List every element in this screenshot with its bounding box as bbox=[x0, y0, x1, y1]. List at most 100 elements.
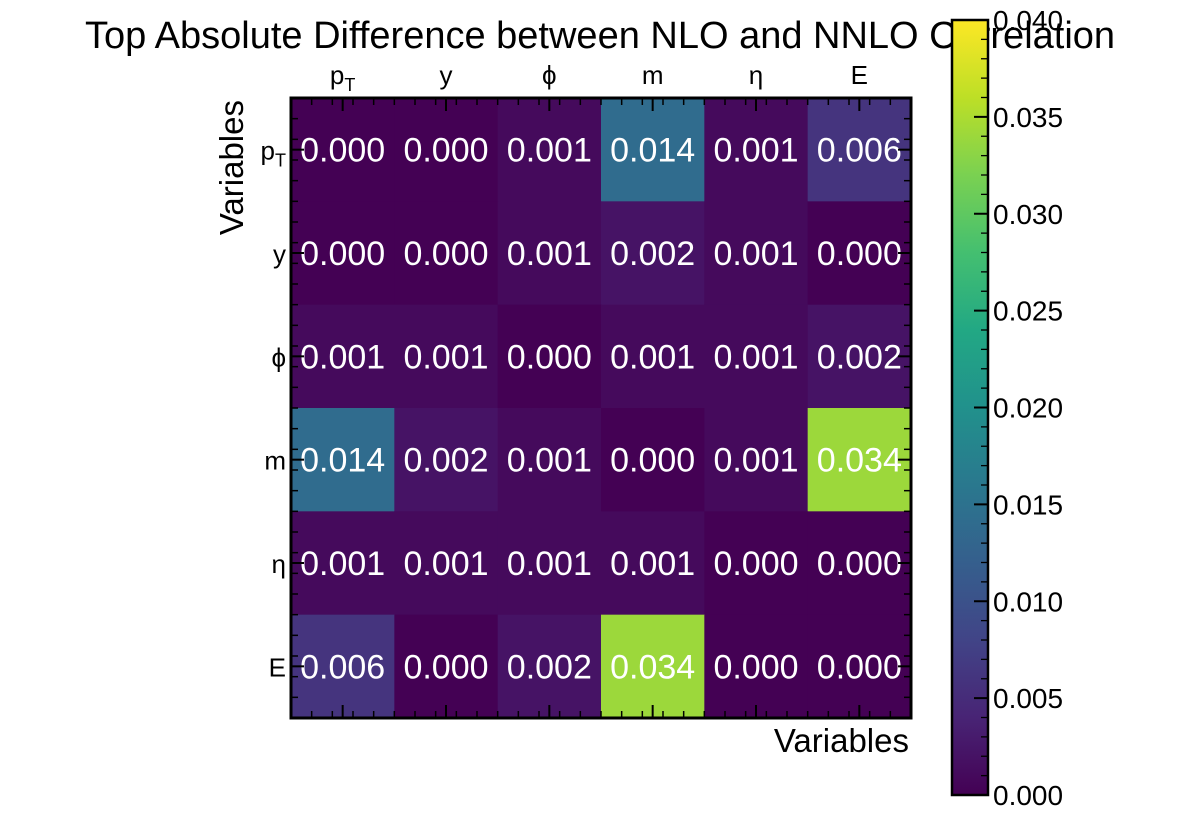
cell-value-label: 0.034 bbox=[817, 442, 902, 480]
cell-value-label: 0.006 bbox=[300, 648, 385, 686]
heatmap-cell bbox=[497, 511, 602, 616]
cell-value-label: 0.034 bbox=[610, 648, 695, 686]
y-tick-label: E bbox=[269, 652, 286, 682]
y-ticks: pT y ϕ m η E bbox=[261, 97, 911, 719]
cell-value-label: 0.002 bbox=[403, 442, 488, 480]
heatmap-cell bbox=[291, 614, 395, 719]
colorbar-tick-label: 0.005 bbox=[993, 683, 1063, 714]
heatmap-cell bbox=[704, 201, 809, 306]
colorbar-tick-label: 0.025 bbox=[993, 296, 1063, 327]
x-tick-label: y bbox=[440, 60, 453, 90]
cell-value-label: 0.001 bbox=[713, 132, 798, 170]
heatmap-cell bbox=[497, 408, 602, 512]
y-tick-label: pT bbox=[261, 136, 286, 171]
heatmap-cell bbox=[291, 304, 395, 409]
heatmap-cell bbox=[807, 201, 912, 306]
cell-value-label: 0.000 bbox=[403, 648, 488, 686]
heatmap-cell bbox=[394, 304, 499, 409]
heatmap-cell bbox=[291, 201, 395, 306]
cell-value-label: 0.000 bbox=[713, 648, 798, 686]
cell-value-label: 0.001 bbox=[507, 545, 592, 583]
colorbar-ticks: 0.000 0.005 0.010 0.015 0.020 0.025 0.030 0.035… bbox=[974, 5, 1063, 811]
colorbar-tick-label: 0.010 bbox=[993, 586, 1063, 617]
cell-value-label: 0.000 bbox=[300, 132, 385, 170]
heatmap-cell bbox=[807, 408, 912, 512]
heatmap-cell bbox=[291, 98, 395, 202]
x-tick-label: η bbox=[749, 60, 763, 90]
cell-value-label: 0.000 bbox=[403, 132, 488, 170]
heatmap-cell bbox=[291, 408, 395, 512]
cell-value-label: 0.000 bbox=[713, 545, 798, 583]
colorbar-tick-label: 0.035 bbox=[993, 102, 1063, 133]
heatmap-cell bbox=[497, 201, 602, 306]
cell-value-label: 0.002 bbox=[610, 235, 695, 273]
heatmap-cell bbox=[807, 304, 912, 409]
x-tick-label: ϕ bbox=[542, 60, 557, 90]
heatmap-cell bbox=[601, 201, 705, 306]
heatmap-cell bbox=[807, 614, 912, 719]
x-tick-label: m bbox=[642, 60, 664, 90]
heatmap-cell bbox=[394, 98, 499, 202]
heatmap-cell bbox=[704, 98, 809, 202]
cell-value-label: 0.001 bbox=[403, 338, 488, 376]
cell-value-label: 0.001 bbox=[713, 442, 798, 480]
heatmap-cell bbox=[807, 98, 912, 202]
heatmap-cell bbox=[601, 304, 705, 409]
heatmap-cell bbox=[704, 511, 809, 616]
heatmap-cell bbox=[394, 511, 499, 616]
cell-value-label: 0.002 bbox=[507, 648, 592, 686]
cell-value-label: 0.001 bbox=[610, 338, 695, 376]
heatmap-cell bbox=[601, 98, 705, 202]
heatmap-cell bbox=[394, 408, 499, 512]
cell-value-label: 0.001 bbox=[713, 338, 798, 376]
cell-value-label: 0.001 bbox=[300, 338, 385, 376]
cell-value-label: 0.001 bbox=[300, 545, 385, 583]
cell-value-label: 0.000 bbox=[403, 235, 488, 273]
heatmap-cell bbox=[394, 201, 499, 306]
colorbar-tick-label: 0.000 bbox=[993, 780, 1063, 811]
x-ticks: pT y ϕ m η E bbox=[290, 60, 912, 718]
heatmap-cell bbox=[704, 304, 809, 409]
heatmap-cell bbox=[291, 511, 395, 616]
cell-value-label: 0.000 bbox=[507, 338, 592, 376]
cell-value-label: 0.000 bbox=[817, 235, 902, 273]
cell-value-label: 0.000 bbox=[610, 442, 695, 480]
colorbar-tick-label: 0.020 bbox=[993, 393, 1063, 424]
cell-value-label: 0.000 bbox=[817, 648, 902, 686]
x-tick-label: pT bbox=[330, 60, 355, 95]
heatmap-cell bbox=[497, 98, 602, 202]
cell-value-label: 0.014 bbox=[610, 132, 695, 170]
chart-title: Top Absolute Difference between NLO and … bbox=[85, 15, 1115, 57]
heatmap-cell bbox=[394, 614, 499, 719]
cell-value-label: 0.000 bbox=[817, 545, 902, 583]
cell-value-label: 0.001 bbox=[610, 545, 695, 583]
colorbar-tick-label: 0.030 bbox=[993, 199, 1063, 230]
cell-value-label: 0.002 bbox=[817, 338, 902, 376]
heatmap-cell bbox=[601, 614, 705, 719]
cell-value-label: 0.001 bbox=[713, 235, 798, 273]
heatmap-cell bbox=[497, 614, 602, 719]
cell-value-label: 0.001 bbox=[507, 235, 592, 273]
heatmap-cell bbox=[807, 511, 912, 616]
heatmap-cell bbox=[704, 408, 809, 512]
heatmap-cell-labels: 0.000 0.000 0.001 0.014 0.001 0.006 0.000 0.000… bbox=[300, 132, 902, 687]
cell-value-label: 0.001 bbox=[403, 545, 488, 583]
colorbar-tick-label: 0.040 bbox=[993, 5, 1063, 36]
heatmap-cell bbox=[704, 614, 809, 719]
y-tick-label: y bbox=[273, 239, 286, 269]
x-axis-label: Variables bbox=[774, 722, 909, 759]
x-tick-label: E bbox=[851, 60, 868, 90]
y-tick-label: m bbox=[264, 446, 286, 476]
heatmap-cell bbox=[601, 408, 705, 512]
y-axis-label: Variables bbox=[213, 100, 250, 235]
colorbar-tick-label: 0.015 bbox=[993, 489, 1063, 520]
cell-value-label: 0.006 bbox=[817, 132, 902, 170]
y-tick-label: ϕ bbox=[271, 342, 286, 372]
heatmap-cells bbox=[291, 98, 912, 719]
heatmap-cell bbox=[497, 304, 602, 409]
cell-value-label: 0.000 bbox=[300, 235, 385, 273]
cell-value-label: 0.001 bbox=[507, 442, 592, 480]
y-tick-label: η bbox=[272, 549, 286, 579]
heatmap-cell bbox=[601, 511, 705, 616]
